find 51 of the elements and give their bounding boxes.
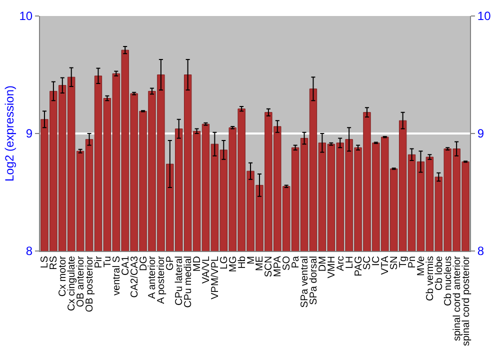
x-tick-label: Pir bbox=[93, 255, 104, 268]
x-tick-label: Cb lobe bbox=[434, 256, 445, 290]
x-tick-label: VPM/VPL bbox=[210, 256, 221, 300]
y-tick-label: 9 bbox=[26, 126, 33, 141]
x-tick-label: RS bbox=[48, 256, 60, 270]
x-tick-label: DM bbox=[317, 256, 328, 272]
x-tick-label: SO bbox=[282, 256, 293, 270]
y-tick-label: 8 bbox=[26, 244, 33, 258]
x-tick-label: OB posterior bbox=[84, 255, 96, 312]
x-tick-label: Cb vermis bbox=[424, 256, 436, 302]
x-tick-label: Pn bbox=[407, 256, 418, 268]
x-tick-label: Cb nucleus bbox=[442, 256, 454, 306]
x-tick-label: ME bbox=[254, 256, 266, 271]
x-tick-label: MPA bbox=[272, 256, 284, 277]
x-tick-label: SCN bbox=[264, 256, 275, 278]
y-tick-label: 10 bbox=[19, 9, 33, 24]
x-tick-label: VMH bbox=[326, 256, 338, 278]
x-tick-label: Pa bbox=[290, 256, 302, 268]
x-tick-label: VA/VL bbox=[200, 256, 212, 284]
x-tick-label: OB anterior bbox=[76, 255, 87, 308]
x-tick-label: MG bbox=[228, 256, 239, 272]
x-tick-label: CPu medial bbox=[183, 256, 194, 308]
x-tick-label: LS bbox=[40, 256, 51, 268]
x-tick-label: SPa dorsal bbox=[308, 256, 320, 305]
x-tick-label: A posterior bbox=[156, 255, 168, 304]
x-tick-label: A anterior bbox=[147, 255, 158, 299]
x-tick-label: LG bbox=[218, 256, 230, 270]
x-tick-label: CA2/CA3 bbox=[129, 256, 140, 298]
x-tick-label: ventral S bbox=[111, 256, 122, 296]
x-tick-label: CA1 bbox=[120, 256, 132, 276]
y2-tick-label: 10 bbox=[477, 9, 492, 24]
x-tick-label: M bbox=[246, 256, 257, 264]
x-tick-label: SC bbox=[362, 256, 374, 270]
x-tick-label: MVe bbox=[416, 256, 427, 276]
x-tick-label: PAG bbox=[353, 256, 364, 276]
x-tick-label: Arc bbox=[335, 256, 346, 271]
x-tick-label: Tg bbox=[398, 256, 410, 268]
x-tick-label: spinal cord posterior bbox=[460, 255, 472, 346]
x-tick-label: DG bbox=[138, 256, 150, 271]
y-axis-title: Log2 (expression) bbox=[2, 85, 17, 182]
x-tick-label: GP bbox=[165, 256, 176, 270]
x-tick-label: IC bbox=[371, 256, 382, 266]
x-tick-label: SN bbox=[389, 256, 400, 270]
y2-tick-label: 8 bbox=[477, 244, 484, 258]
x-tick-label: spinal cord anterior bbox=[452, 255, 463, 342]
y2-tick-label: 9 bbox=[477, 126, 484, 141]
x-tick-label: Tu bbox=[102, 256, 114, 268]
x-tick-label: Hb bbox=[236, 256, 248, 269]
x-tick-label: Cx cingulate bbox=[66, 256, 78, 312]
x-tick-label: LH bbox=[344, 256, 356, 269]
x-tick-label: VTA bbox=[380, 256, 392, 275]
